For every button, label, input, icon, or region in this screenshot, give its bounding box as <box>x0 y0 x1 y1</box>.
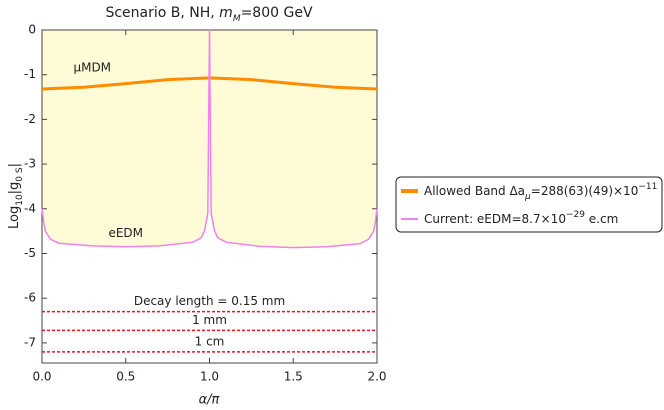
x-tick-label: 2.0 <box>367 370 386 384</box>
y-tick-label: 0 <box>28 23 36 37</box>
y-tick-label: -5 <box>24 246 36 260</box>
y-tick-label: -6 <box>24 291 36 305</box>
legend-box <box>395 176 663 233</box>
text-part: 0 S <box>15 167 25 182</box>
x-axis-label: α/π <box>199 393 220 408</box>
y-tick-label: -3 <box>24 157 36 171</box>
series-line <box>41 29 378 249</box>
series-annotation: μMDM <box>73 60 111 74</box>
text-part: Current: eEDM=8.7×10 <box>424 212 566 226</box>
text-part: e.cm <box>585 212 618 226</box>
text-part: |g <box>7 182 22 195</box>
text-part: Log <box>7 206 22 229</box>
y-tick-label: -2 <box>24 112 36 126</box>
series-annotation: eEDM <box>108 226 143 240</box>
reference-label: 1 mm <box>192 313 227 327</box>
y-tick-label: -4 <box>24 201 36 215</box>
text-part: Allowed Band Δa <box>424 184 525 198</box>
text-part: | <box>7 163 22 167</box>
x-tick-label: 0.0 <box>32 370 51 384</box>
legend-label: Current: eEDM=8.7×10−29 e.cm <box>424 210 618 226</box>
y-tick-label: -7 <box>24 335 36 349</box>
text-part: m <box>219 5 233 21</box>
text-part: =800 GeV <box>241 5 313 21</box>
legend-label: Allowed Band Δaμ=288(63)(49)×10−11 <box>424 182 657 202</box>
reference-label: Decay length = 0.15 mm <box>134 294 285 308</box>
text-part: −29 <box>566 210 585 220</box>
text-part: −11 <box>638 182 657 192</box>
text-part: Scenario B, NH, <box>105 5 219 21</box>
x-tick-label: 1.5 <box>284 370 303 384</box>
chart-title: Scenario B, NH, mM=800 GeV <box>105 5 312 24</box>
reference-label: 1 cm <box>195 334 225 348</box>
text-part: =288(63)(49)×10 <box>531 184 639 198</box>
x-tick-label: 1.0 <box>200 370 219 384</box>
text-part: 10 <box>15 194 25 206</box>
x-tick-label: 0.5 <box>116 370 135 384</box>
y-axis-label: Log10|g0 S| <box>7 163 25 229</box>
text-part: μ <box>524 192 531 202</box>
y-tick-label: -1 <box>24 67 36 81</box>
text-part: M <box>233 14 241 24</box>
